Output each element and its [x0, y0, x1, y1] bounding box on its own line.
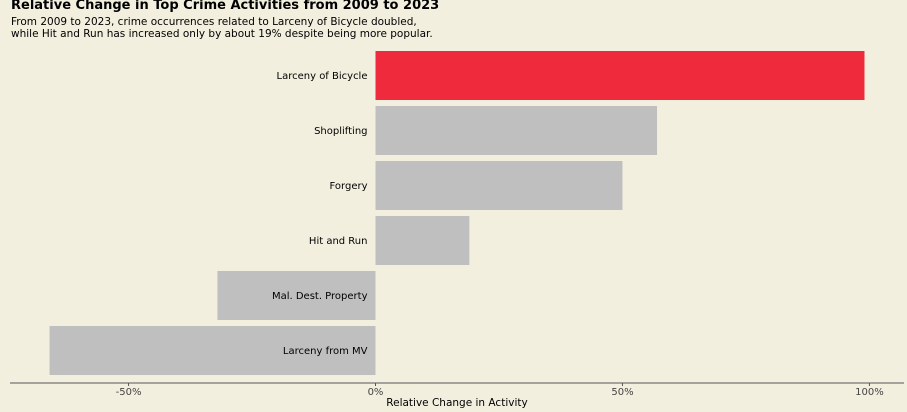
bar-larceny-of-bicycle	[375, 51, 865, 100]
chart-subtitle: From 2009 to 2023, crime occurrences rel…	[11, 16, 433, 40]
x-tick-label: 50%	[611, 387, 633, 398]
x-axis-title: Relative Change in Activity	[386, 397, 527, 409]
x-tick-label: 0%	[368, 387, 384, 398]
bar-larceny-from-mv	[49, 326, 376, 375]
bar-shoplifting	[375, 106, 658, 155]
category-label: Mal. Dest. Property	[272, 291, 368, 302]
bar-mal-dest-property	[217, 271, 376, 320]
category-label: Larceny from MV	[283, 346, 368, 357]
x-ticks-group: -50% 0% 50% 100%	[116, 383, 884, 398]
category-label: Forgery	[330, 181, 368, 192]
bars-group	[49, 51, 865, 375]
x-tick-label: 100%	[855, 387, 884, 398]
chart-title: Relative Change in Top Crime Activities …	[11, 0, 440, 13]
bar-hit-and-run	[375, 216, 470, 265]
x-tick-label: -50%	[116, 387, 142, 398]
category-labels-group: Larceny of Bicycle Shoplifting Forgery Hit …	[272, 71, 368, 357]
category-label: Hit and Run	[309, 236, 368, 247]
category-label: Shoplifting	[314, 126, 367, 137]
bar-forgery	[375, 161, 623, 210]
category-label: Larceny of Bicycle	[277, 71, 368, 82]
